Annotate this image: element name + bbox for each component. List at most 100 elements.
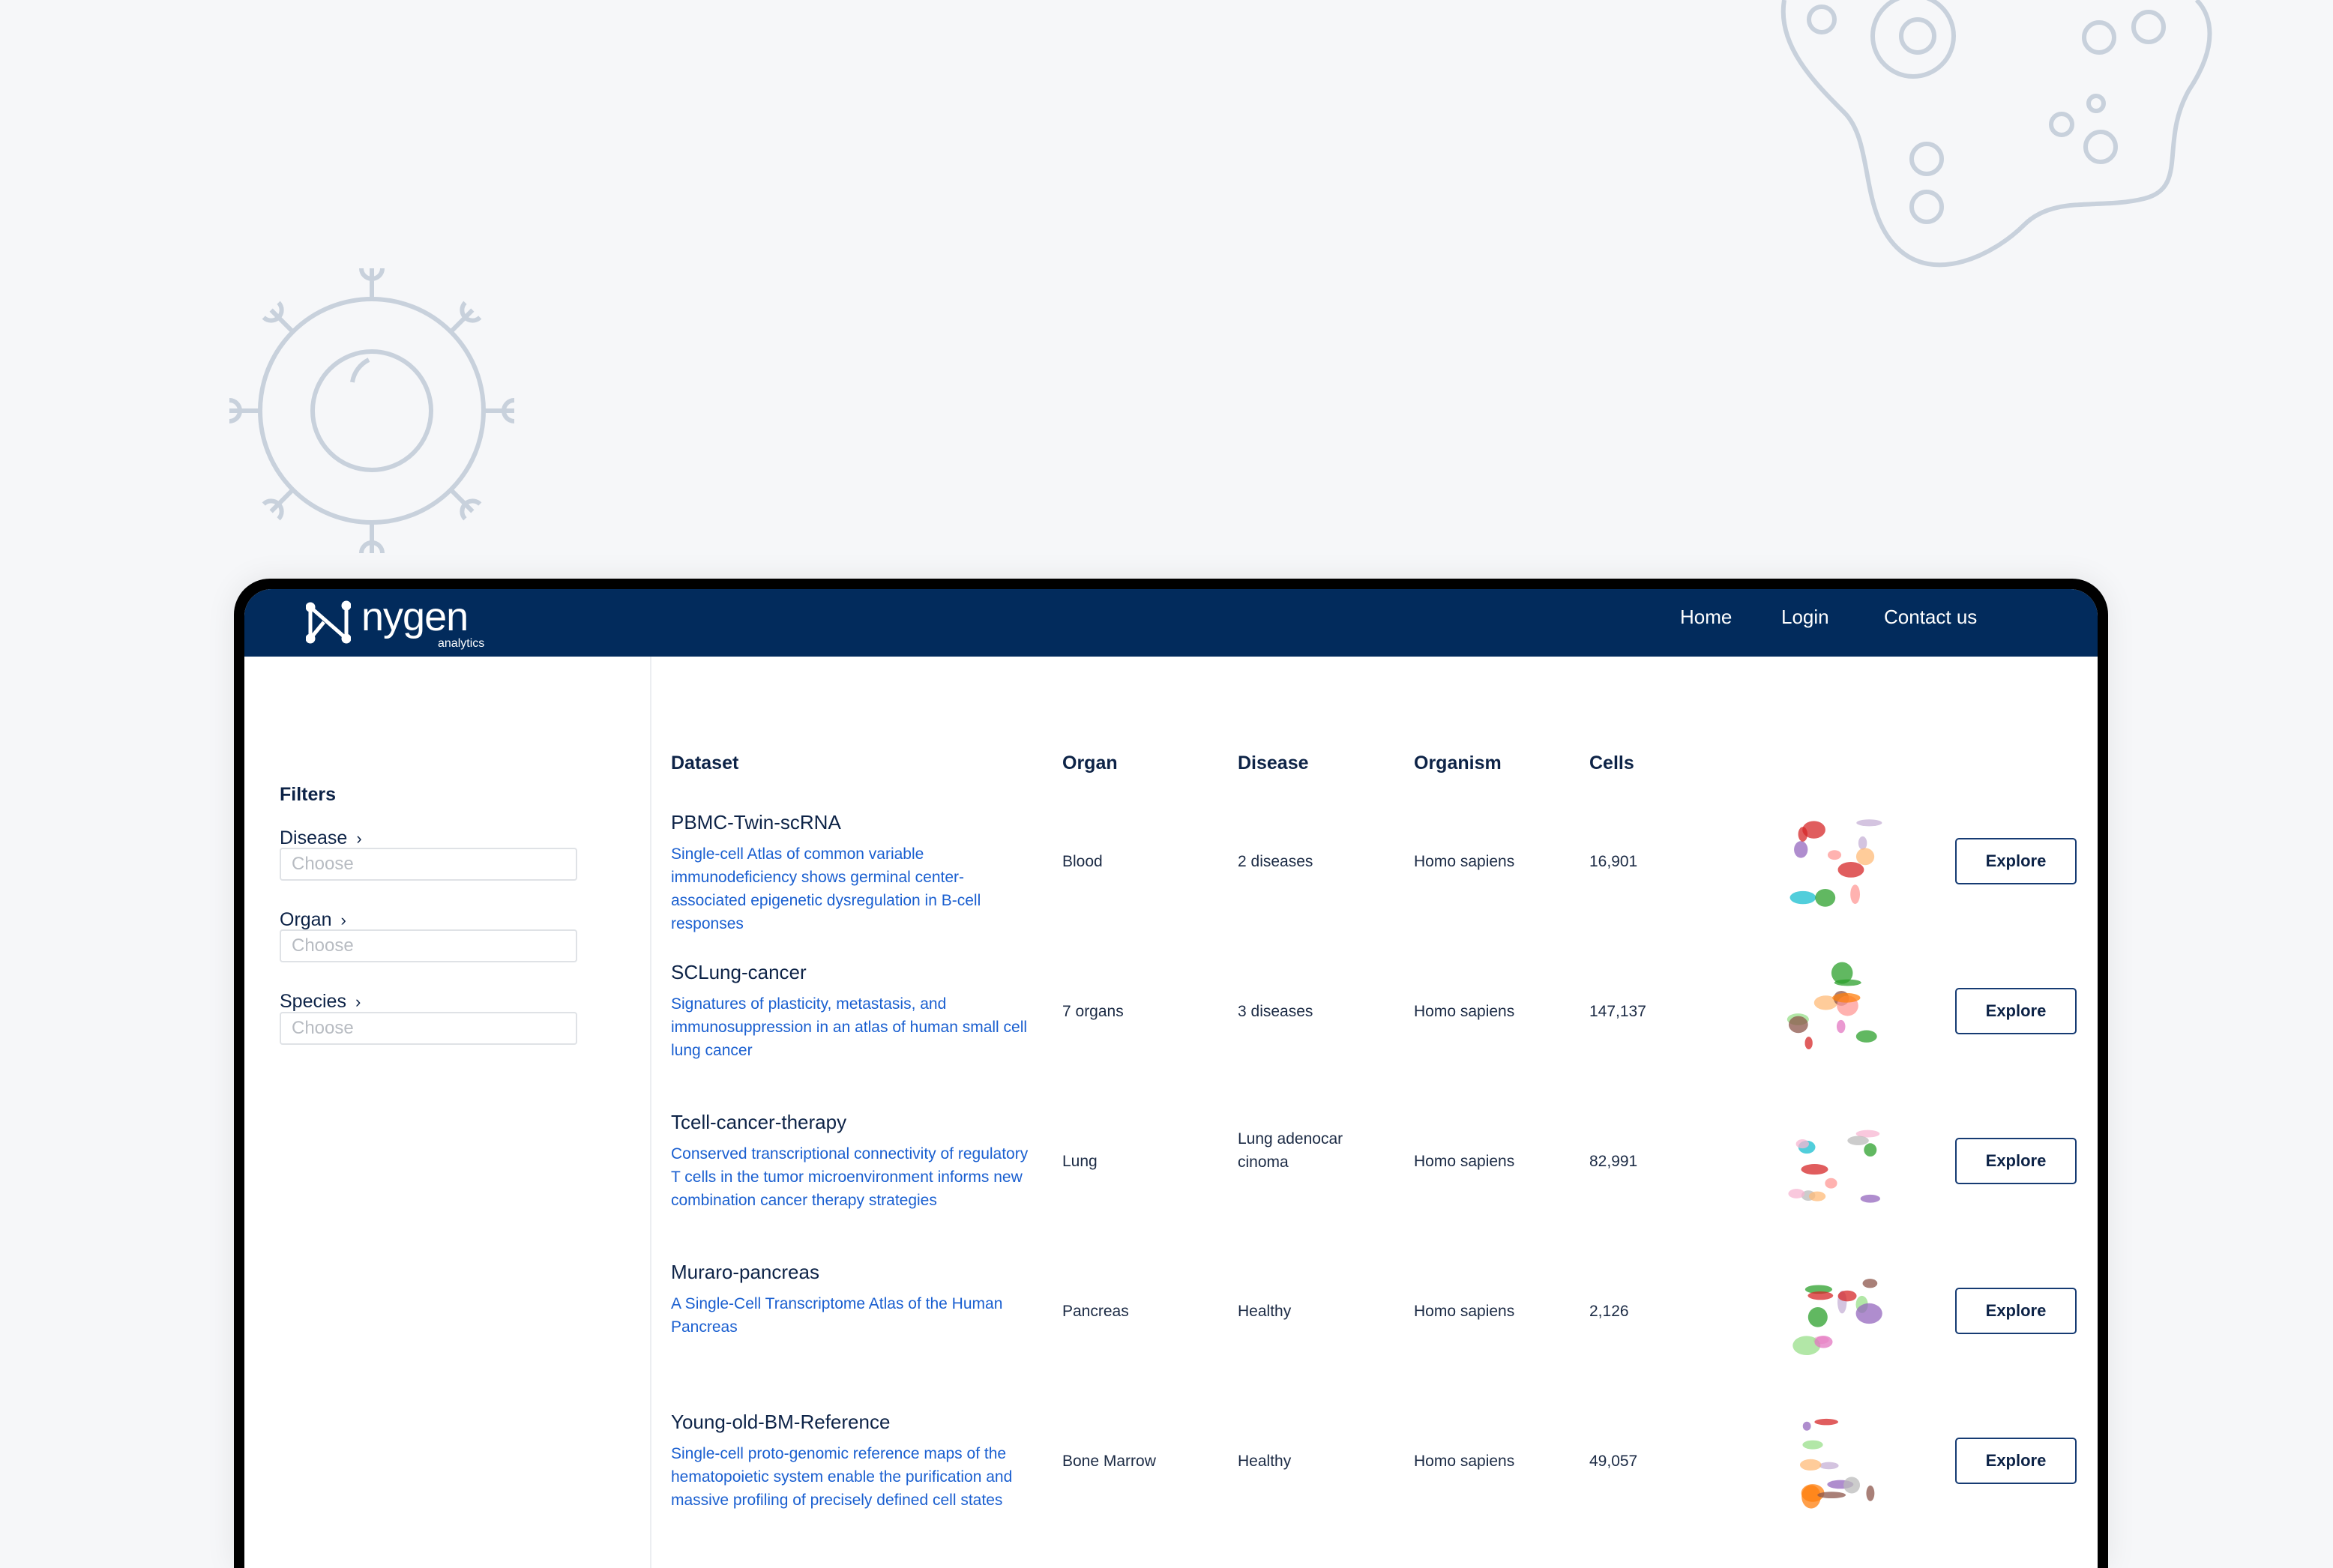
organism-cell: Homo sapiens bbox=[1414, 1153, 1515, 1170]
umap-cluster bbox=[1847, 1136, 1869, 1145]
umap-cluster bbox=[1788, 1189, 1805, 1198]
logo-subtext: analytics bbox=[438, 637, 485, 650]
umap-cluster bbox=[1836, 1019, 1846, 1034]
disease-cell: Healthy bbox=[1238, 1453, 1292, 1470]
column-header-disease: Disease bbox=[1238, 753, 1309, 774]
filter-label: Disease bbox=[280, 827, 348, 848]
organism-cell: Homo sapiens bbox=[1414, 1003, 1515, 1020]
umap-thumbnail-image bbox=[1799, 1418, 1875, 1509]
umap-cluster bbox=[1814, 1336, 1833, 1348]
dataset-description-link[interactable]: Single-cell proto-genomic reference maps… bbox=[671, 1445, 1013, 1509]
cells-count-cell: 16,901 bbox=[1589, 853, 1638, 870]
umap-cluster bbox=[1856, 819, 1882, 827]
umap-cluster bbox=[1792, 1336, 1821, 1356]
umap-cluster bbox=[1860, 1194, 1880, 1203]
umap-cluster bbox=[1807, 1306, 1828, 1327]
umap-cluster bbox=[1819, 1462, 1839, 1470]
disease-cell: 2 diseases bbox=[1238, 853, 1313, 870]
umap-thumbnail-image bbox=[1786, 962, 1877, 1050]
cells-count-cell: 2,126 bbox=[1589, 1303, 1629, 1320]
organ-cell: Blood bbox=[1062, 853, 1103, 870]
column-header-organ: Organ bbox=[1062, 753, 1118, 774]
umap-cluster bbox=[1794, 841, 1808, 858]
umap-cluster bbox=[1855, 1303, 1882, 1324]
sidebar-divider bbox=[650, 657, 651, 1568]
dataset-name-link[interactable]: Tcell-cancer-therapy bbox=[671, 1111, 847, 1133]
nygen-logo[interactable]: nygen analytics bbox=[306, 594, 484, 652]
filter-disease-toggle[interactable]: Disease › bbox=[280, 827, 362, 849]
nav-login[interactable]: Login bbox=[1781, 606, 1829, 628]
organism-cell: Homo sapiens bbox=[1414, 1303, 1515, 1320]
explore-button[interactable]: Explore bbox=[1955, 1438, 2077, 1484]
umap-cluster bbox=[1788, 1016, 1808, 1034]
filter-label: Species bbox=[280, 991, 346, 1012]
umap-cluster bbox=[1802, 1440, 1823, 1450]
dataset-name-link[interactable]: SCLung-cancer bbox=[671, 961, 807, 983]
cell-illustration-icon bbox=[1780, 0, 2212, 268]
umap-cluster bbox=[1814, 1418, 1838, 1426]
umap-cluster bbox=[1855, 848, 1875, 866]
umap-cluster bbox=[1817, 1492, 1846, 1499]
filter-species-toggle[interactable]: Species › bbox=[280, 991, 361, 1013]
nav-contact-us[interactable]: Contact us bbox=[1884, 606, 1978, 628]
explore-button[interactable]: Explore bbox=[1955, 988, 2077, 1034]
disease-cell: Healthy bbox=[1238, 1303, 1292, 1320]
table-row: Muraro-pancreas A Single-Cell Transcript… bbox=[244, 1261, 2098, 1411]
umap-thumbnail-image bbox=[1792, 1279, 1882, 1356]
umap-cluster bbox=[1832, 992, 1861, 1003]
explore-button[interactable]: Explore bbox=[1955, 1288, 2077, 1334]
umap-cluster bbox=[1837, 1290, 1857, 1302]
umap-cluster bbox=[1808, 1191, 1826, 1201]
umap-cluster bbox=[1837, 861, 1864, 878]
dataset-name-link[interactable]: PBMC-Twin-scRNA bbox=[671, 811, 841, 833]
virus-illustration-icon bbox=[229, 268, 515, 554]
umap-cluster bbox=[1804, 1285, 1833, 1294]
umap-cluster bbox=[1862, 1279, 1878, 1288]
umap-cluster bbox=[1831, 962, 1853, 984]
chevron-right-icon: › bbox=[355, 992, 361, 1011]
top-navbar: nygen analytics Home Login Contact us bbox=[244, 589, 2098, 657]
umap-cluster bbox=[1815, 888, 1836, 907]
table-row: Tcell-cancer-therapy Conserved transcrip… bbox=[244, 1111, 2098, 1261]
column-header-cells: Cells bbox=[1589, 753, 1634, 774]
organ-cell: 7 organs bbox=[1062, 1003, 1124, 1020]
disease-cell: 3 diseases bbox=[1238, 1003, 1313, 1020]
cells-count-cell: 49,057 bbox=[1589, 1453, 1638, 1470]
umap-cluster bbox=[1795, 1139, 1809, 1149]
umap-cluster bbox=[1866, 1485, 1875, 1501]
umap-cluster bbox=[1825, 1177, 1837, 1189]
chevron-right-icon: › bbox=[356, 829, 362, 848]
species-filter-input[interactable] bbox=[280, 1012, 577, 1045]
organ-filter-input[interactable] bbox=[280, 929, 577, 962]
app-screen: nygen analytics Home Login Contact us Fi… bbox=[244, 589, 2098, 1568]
logo-text: nygen bbox=[361, 594, 469, 639]
umap-cluster bbox=[1801, 1164, 1828, 1175]
umap-cluster bbox=[1813, 995, 1838, 1010]
umap-thumbnail-image bbox=[1789, 819, 1882, 907]
dataset-description-link[interactable]: A Single-Cell Transcriptome Atlas of the… bbox=[671, 1295, 1003, 1336]
organism-cell: Homo sapiens bbox=[1414, 853, 1515, 870]
filter-organ-toggle[interactable]: Organ › bbox=[280, 909, 346, 931]
umap-cluster bbox=[1855, 1130, 1880, 1138]
explore-button[interactable]: Explore bbox=[1955, 838, 2077, 884]
dataset-name-link[interactable]: Muraro-pancreas bbox=[671, 1261, 819, 1283]
device-frame: nygen analytics Home Login Contact us Fi… bbox=[234, 579, 2108, 1568]
organism-cell: Homo sapiens bbox=[1414, 1453, 1515, 1470]
umap-cluster bbox=[1789, 890, 1816, 905]
umap-cluster bbox=[1858, 836, 1867, 850]
umap-cluster bbox=[1802, 821, 1825, 839]
disease-filter-input[interactable] bbox=[280, 848, 577, 881]
umap-cluster bbox=[1799, 1459, 1822, 1471]
dataset-description-link[interactable]: Signatures of plasticity, metastasis, an… bbox=[671, 995, 1028, 1059]
filter-label: Organ bbox=[280, 909, 332, 930]
umap-cluster bbox=[1864, 1143, 1877, 1157]
organ-cell: Pancreas bbox=[1062, 1303, 1129, 1320]
dataset-name-link[interactable]: Young-old-BM-Reference bbox=[671, 1411, 891, 1433]
explore-button[interactable]: Explore bbox=[1955, 1138, 2077, 1184]
umap-cluster bbox=[1843, 1477, 1861, 1494]
nav-home[interactable]: Home bbox=[1680, 606, 1733, 628]
dataset-description-link[interactable]: Single-cell Atlas of common variable imm… bbox=[671, 845, 981, 932]
dataset-description-link[interactable]: Conserved transcriptional connectivity o… bbox=[671, 1145, 1029, 1209]
umap-thumbnail-image bbox=[1788, 1130, 1880, 1203]
organ-cell: Lung bbox=[1062, 1153, 1098, 1170]
